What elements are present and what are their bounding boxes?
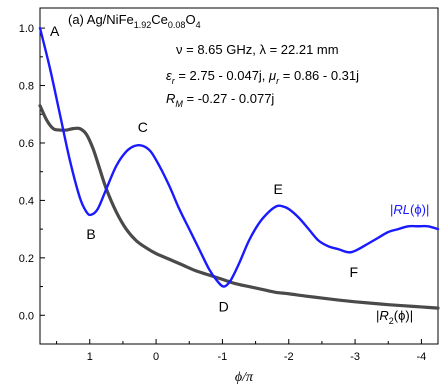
x-tick-label-4: -3 — [350, 351, 360, 363]
series-line-rl — [38, 26, 440, 288]
plot-frame — [39, 7, 439, 345]
y-tick-label-5: 1.0 — [19, 23, 34, 35]
x-tick-label-2: -1 — [218, 351, 228, 363]
y-tick-label-3: 0.6 — [19, 138, 34, 150]
x-tick-label-5: -4 — [417, 351, 427, 363]
point-labels: A B C D E F — [50, 23, 358, 314]
x-tick-label-1: 0 — [153, 351, 159, 363]
point-label-d: D — [219, 299, 229, 315]
series-label-rl: |RL(ϕ)| — [390, 202, 429, 217]
point-label-e: E — [273, 181, 282, 197]
point-label-f: F — [349, 264, 358, 280]
y-tick-label-4: 0.8 — [19, 81, 34, 93]
annotation-title: (a) Ag/NiFe1.92Ce0.08O4 — [68, 12, 201, 30]
tick-group: 1 0 -1 -2 -3 -4 0.0 0.2 0.4 0.6 0.8 1.0 — [19, 23, 427, 363]
y-tick-label-1: 0.2 — [19, 253, 34, 265]
y-tick-label-0: 0.0 — [19, 310, 34, 322]
x-tick-label-0: 1 — [87, 351, 93, 363]
annotation-frequency: ν = 8.65 GHz, λ = 22.21 mm — [176, 42, 339, 57]
series-group — [38, 26, 440, 310]
point-label-a: A — [50, 23, 60, 39]
series-line-r2 — [38, 104, 440, 310]
annotation-rm: RM = -0.27 - 0.077j — [166, 91, 274, 109]
annotation-material: εr = 2.75 - 0.047j, μr = 0.86 - 0.31j — [166, 68, 359, 86]
point-label-b: B — [86, 226, 95, 242]
series-label-r2: |R2(ϕ)| — [376, 308, 413, 326]
y-tick-label-2: 0.4 — [19, 195, 34, 207]
x-tick-label-3: -2 — [284, 351, 294, 363]
x-axis-title: ϕ/π — [235, 370, 254, 385]
point-label-c: C — [138, 119, 148, 135]
